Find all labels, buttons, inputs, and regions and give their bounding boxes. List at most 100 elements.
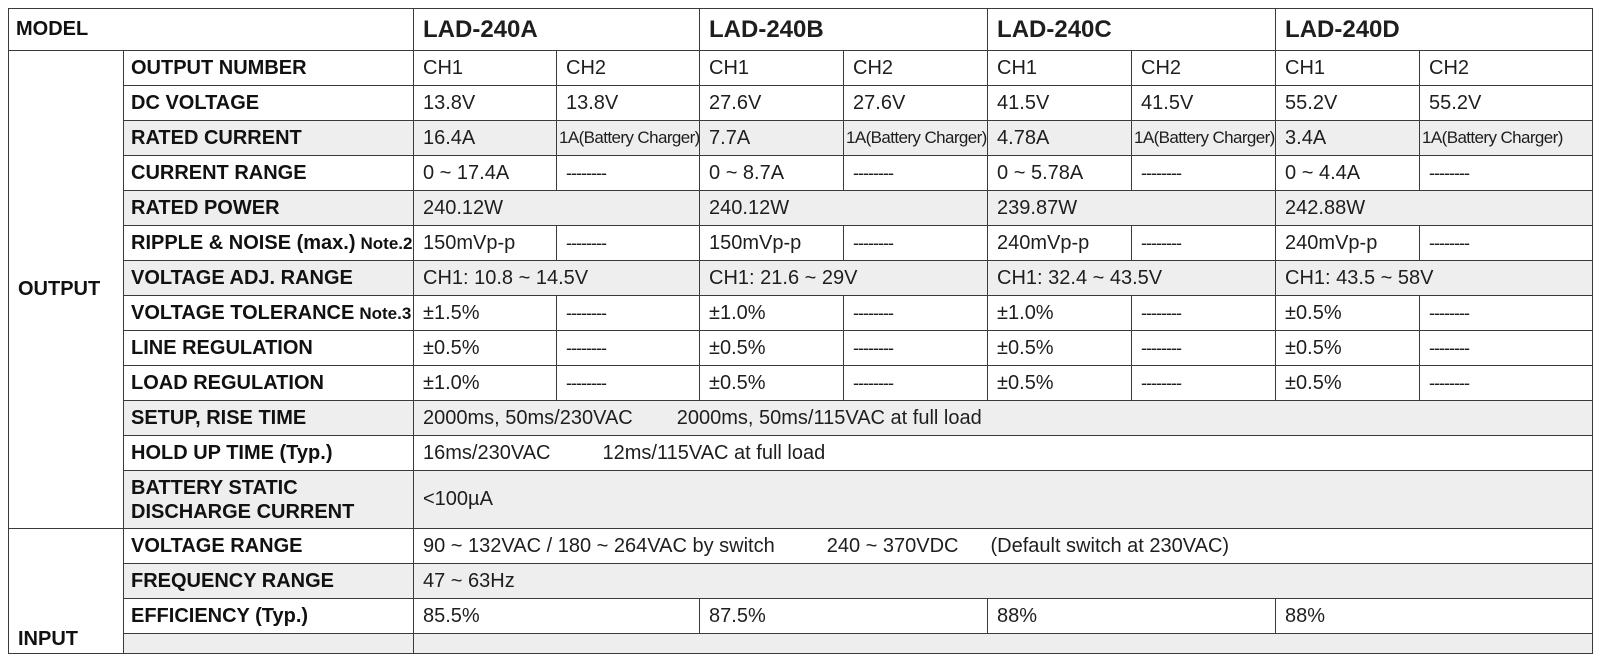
table-cell: --------: [555, 365, 701, 401]
table-cell: --------: [555, 155, 701, 191]
table-cell: 0 ~ 8.7A: [699, 155, 845, 191]
cell-text: 12ms/115VAC at full load: [602, 441, 826, 464]
table-row: VOLTAGE ADJ. RANGE CH1: 10.8 ~ 14.5V CH1…: [9, 260, 1594, 296]
model-name: LAD-240D: [1275, 8, 1594, 51]
table-cell: 1A(Battery Charger): [843, 120, 989, 156]
model-name: LAD-240A: [412, 8, 701, 51]
table-cell: 16.4A: [413, 120, 557, 156]
row-label: CURRENT RANGE: [123, 155, 414, 191]
table-cell: <100µA: [412, 470, 1594, 529]
note-ref: Note.2: [360, 233, 413, 253]
table-cell: --------: [555, 330, 701, 366]
table-row: RATED POWER 240.12W 240.12W 239.87W 242.…: [9, 190, 1594, 226]
table-cell: 0 ~ 17.4A: [413, 155, 557, 191]
table-row: FREQUENCY RANGE 47 ~ 63Hz: [9, 563, 1594, 599]
table-cell: 242.88W: [1275, 190, 1594, 226]
row-label: LOAD REGULATION: [123, 365, 414, 401]
table-cell: --------: [843, 225, 989, 261]
input-group-label: INPUT: [8, 528, 124, 654]
row-label: FREQUENCY RANGE: [123, 563, 414, 599]
table-cell: 4.78A: [987, 120, 1133, 156]
table-row: EFFICIENCY (Typ.) 85.5% 87.5% 88% 88%: [9, 598, 1594, 634]
table-cell: 88%: [987, 598, 1277, 634]
table-cell: 87.5%: [699, 598, 989, 634]
row-label: EFFICIENCY (Typ.): [123, 598, 414, 634]
row-label: BATTERY STATIC DISCHARGE CURRENT: [123, 470, 414, 529]
table-cell: 3.4A: [1275, 120, 1421, 156]
row-label-text: RIPPLE & NOISE (max.): [131, 231, 356, 254]
table-cell: ±0.5%: [699, 365, 845, 401]
row-label-text: VOLTAGE TOLERANCE: [131, 301, 355, 324]
table-row: VOLTAGE TOLERANCE Note.3 ±1.5% -------- ±…: [9, 295, 1594, 331]
table-cell: --------: [843, 155, 989, 191]
table-row: INPUT VOLTAGE RANGE 90 ~ 132VAC / 180 ~ …: [8, 528, 1594, 654]
table-cell: 85.5%: [412, 598, 701, 634]
model-name: LAD-240B: [699, 8, 989, 51]
cell-text: 2000ms, 50ms/230VAC: [423, 406, 633, 429]
table-cell: --------: [843, 365, 989, 401]
table-row: CURRENT RANGE 0 ~ 17.4A -------- 0 ~ 8.7…: [9, 155, 1594, 191]
table-cell: ±0.5%: [987, 365, 1133, 401]
table-row: OUTPUT OUTPUT NUMBER CH1 CH2 CH1 CH2 CH1…: [8, 50, 1594, 529]
table-cell: --------: [1131, 225, 1277, 261]
row-label: OUTPUT NUMBER: [123, 50, 414, 86]
cell-text: (Default switch at 230VAC): [990, 534, 1230, 557]
output-group-label: OUTPUT: [8, 50, 124, 529]
table-cell: 150mVp-p: [413, 225, 557, 261]
table-cell: --------: [843, 330, 989, 366]
table-row-partial: [9, 633, 1594, 654]
table-cell: 240mVp-p: [1275, 225, 1421, 261]
table-cell: 2000ms, 50ms/230VAC 2000ms, 50ms/115VAC a…: [412, 400, 1594, 436]
table-row: SETUP, RISE TIME 2000ms, 50ms/230VAC 2000…: [9, 400, 1594, 436]
table-cell: CH2: [555, 50, 701, 86]
row-label: RIPPLE & NOISE (max.) Note.2: [123, 225, 414, 261]
cell-text: 16ms/230VAC: [423, 441, 551, 464]
table-cell: ±0.5%: [413, 330, 557, 366]
table-cell: [412, 633, 1594, 654]
table-cell: ±1.5%: [413, 295, 557, 331]
table-cell: 47 ~ 63Hz: [412, 563, 1594, 599]
row-label: [123, 633, 414, 654]
model-label: MODEL: [8, 8, 414, 51]
cell-text: 2000ms, 50ms/115VAC at full load: [676, 406, 982, 429]
table-cell: --------: [555, 225, 701, 261]
table-cell: 7.7A: [699, 120, 845, 156]
cell-text: 90 ~ 132VAC / 180 ~ 264VAC by switch: [423, 534, 775, 557]
table-cell: 41.5V: [987, 85, 1133, 121]
table-cell: 240.12W: [412, 190, 701, 226]
table-row: RIPPLE & NOISE (max.) Note.2 150mVp-p ---…: [9, 225, 1594, 261]
table-row: LINE REGULATION ±0.5% -------- ±0.5% ---…: [9, 330, 1594, 366]
row-label: VOLTAGE ADJ. RANGE: [123, 260, 414, 296]
table-cell: CH1: 10.8 ~ 14.5V: [412, 260, 701, 296]
table-cell: --------: [1131, 365, 1277, 401]
note-ref: Note.3: [359, 303, 412, 323]
table-cell: --------: [1419, 365, 1594, 401]
table-cell: 55.2V: [1419, 85, 1594, 121]
table-cell: 1A(Battery Charger): [555, 120, 701, 156]
row-label: RATED POWER: [123, 190, 414, 226]
row-label: LINE REGULATION: [123, 330, 414, 366]
table-row: DC VOLTAGE 13.8V 13.8V 27.6V 27.6V 41.5V…: [9, 85, 1594, 121]
table-cell: CH1: [699, 50, 845, 86]
row-label: VOLTAGE RANGE: [123, 528, 414, 564]
table-cell: 240.12W: [699, 190, 989, 226]
table-cell: 88%: [1275, 598, 1594, 634]
table-cell: CH2: [843, 50, 989, 86]
table-cell: --------: [1419, 330, 1594, 366]
table-cell: ±0.5%: [1275, 365, 1421, 401]
cell-text: 240 ~ 370VDC: [826, 534, 959, 557]
table-row: BATTERY STATIC DISCHARGE CURRENT <100µA: [9, 470, 1594, 529]
table-cell: 240mVp-p: [987, 225, 1133, 261]
table-cell: 1A(Battery Charger): [1131, 120, 1277, 156]
table-cell: --------: [1131, 295, 1277, 331]
table-cell: 27.6V: [843, 85, 989, 121]
table-cell: ±1.0%: [413, 365, 557, 401]
table-cell: CH1: 32.4 ~ 43.5V: [987, 260, 1277, 296]
table-cell: 13.8V: [555, 85, 701, 121]
table-cell: 90 ~ 132VAC / 180 ~ 264VAC by switch 240 …: [412, 528, 1594, 564]
table-cell: ±0.5%: [1275, 330, 1421, 366]
table-cell: --------: [1419, 225, 1594, 261]
table-cell: 27.6V: [699, 85, 845, 121]
table-cell: --------: [1419, 155, 1594, 191]
table-cell: 55.2V: [1275, 85, 1421, 121]
